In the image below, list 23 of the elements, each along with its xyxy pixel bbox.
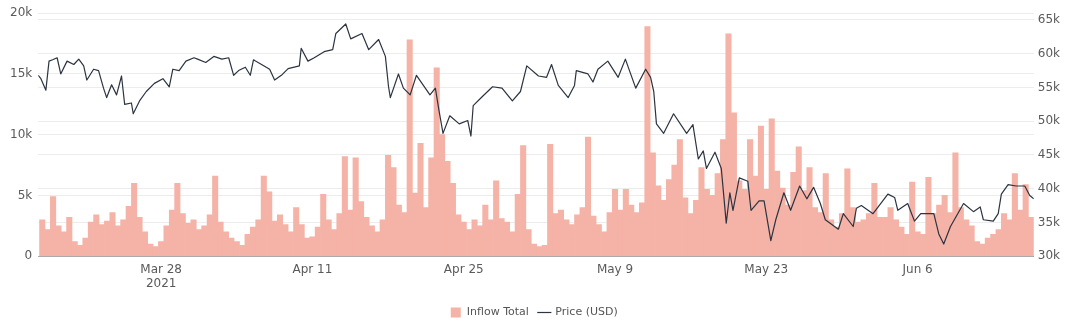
x-tick-label: May 23 [744,261,789,276]
y2-tick-label: 55k [1037,79,1061,94]
x-tick-label: Apr 11 [292,261,333,276]
y-tick-label: 5k [17,187,33,202]
y2-tick-label: 60k [1037,45,1061,60]
x-tick-label: Jun 6 [901,261,933,276]
y-tick-label: 20k [10,5,33,20]
x-tick-label: May 9 [596,261,634,276]
y2-tick-label: 30k [1037,248,1061,263]
y2-tick-label: 40k [1037,180,1061,195]
y-tick-label: 15k [10,66,33,81]
y2-tick-label: 35k [1037,214,1061,229]
x-tick-label: Mar 28 2021 [140,261,183,290]
x-tick-label: Apr 25 [443,261,484,276]
y-tick-label: 10k [10,126,33,141]
y2-tick-label: 65k [1037,12,1061,27]
legend-label: Inflow Total [466,305,529,319]
legend-label: Price (USD) [555,305,618,319]
bar [39,219,46,257]
y2-tick-label: 50k [1037,113,1061,128]
y2-tick-label: 45k [1037,147,1061,162]
bar [584,136,592,257]
y-tick-label: 0 [24,248,33,263]
